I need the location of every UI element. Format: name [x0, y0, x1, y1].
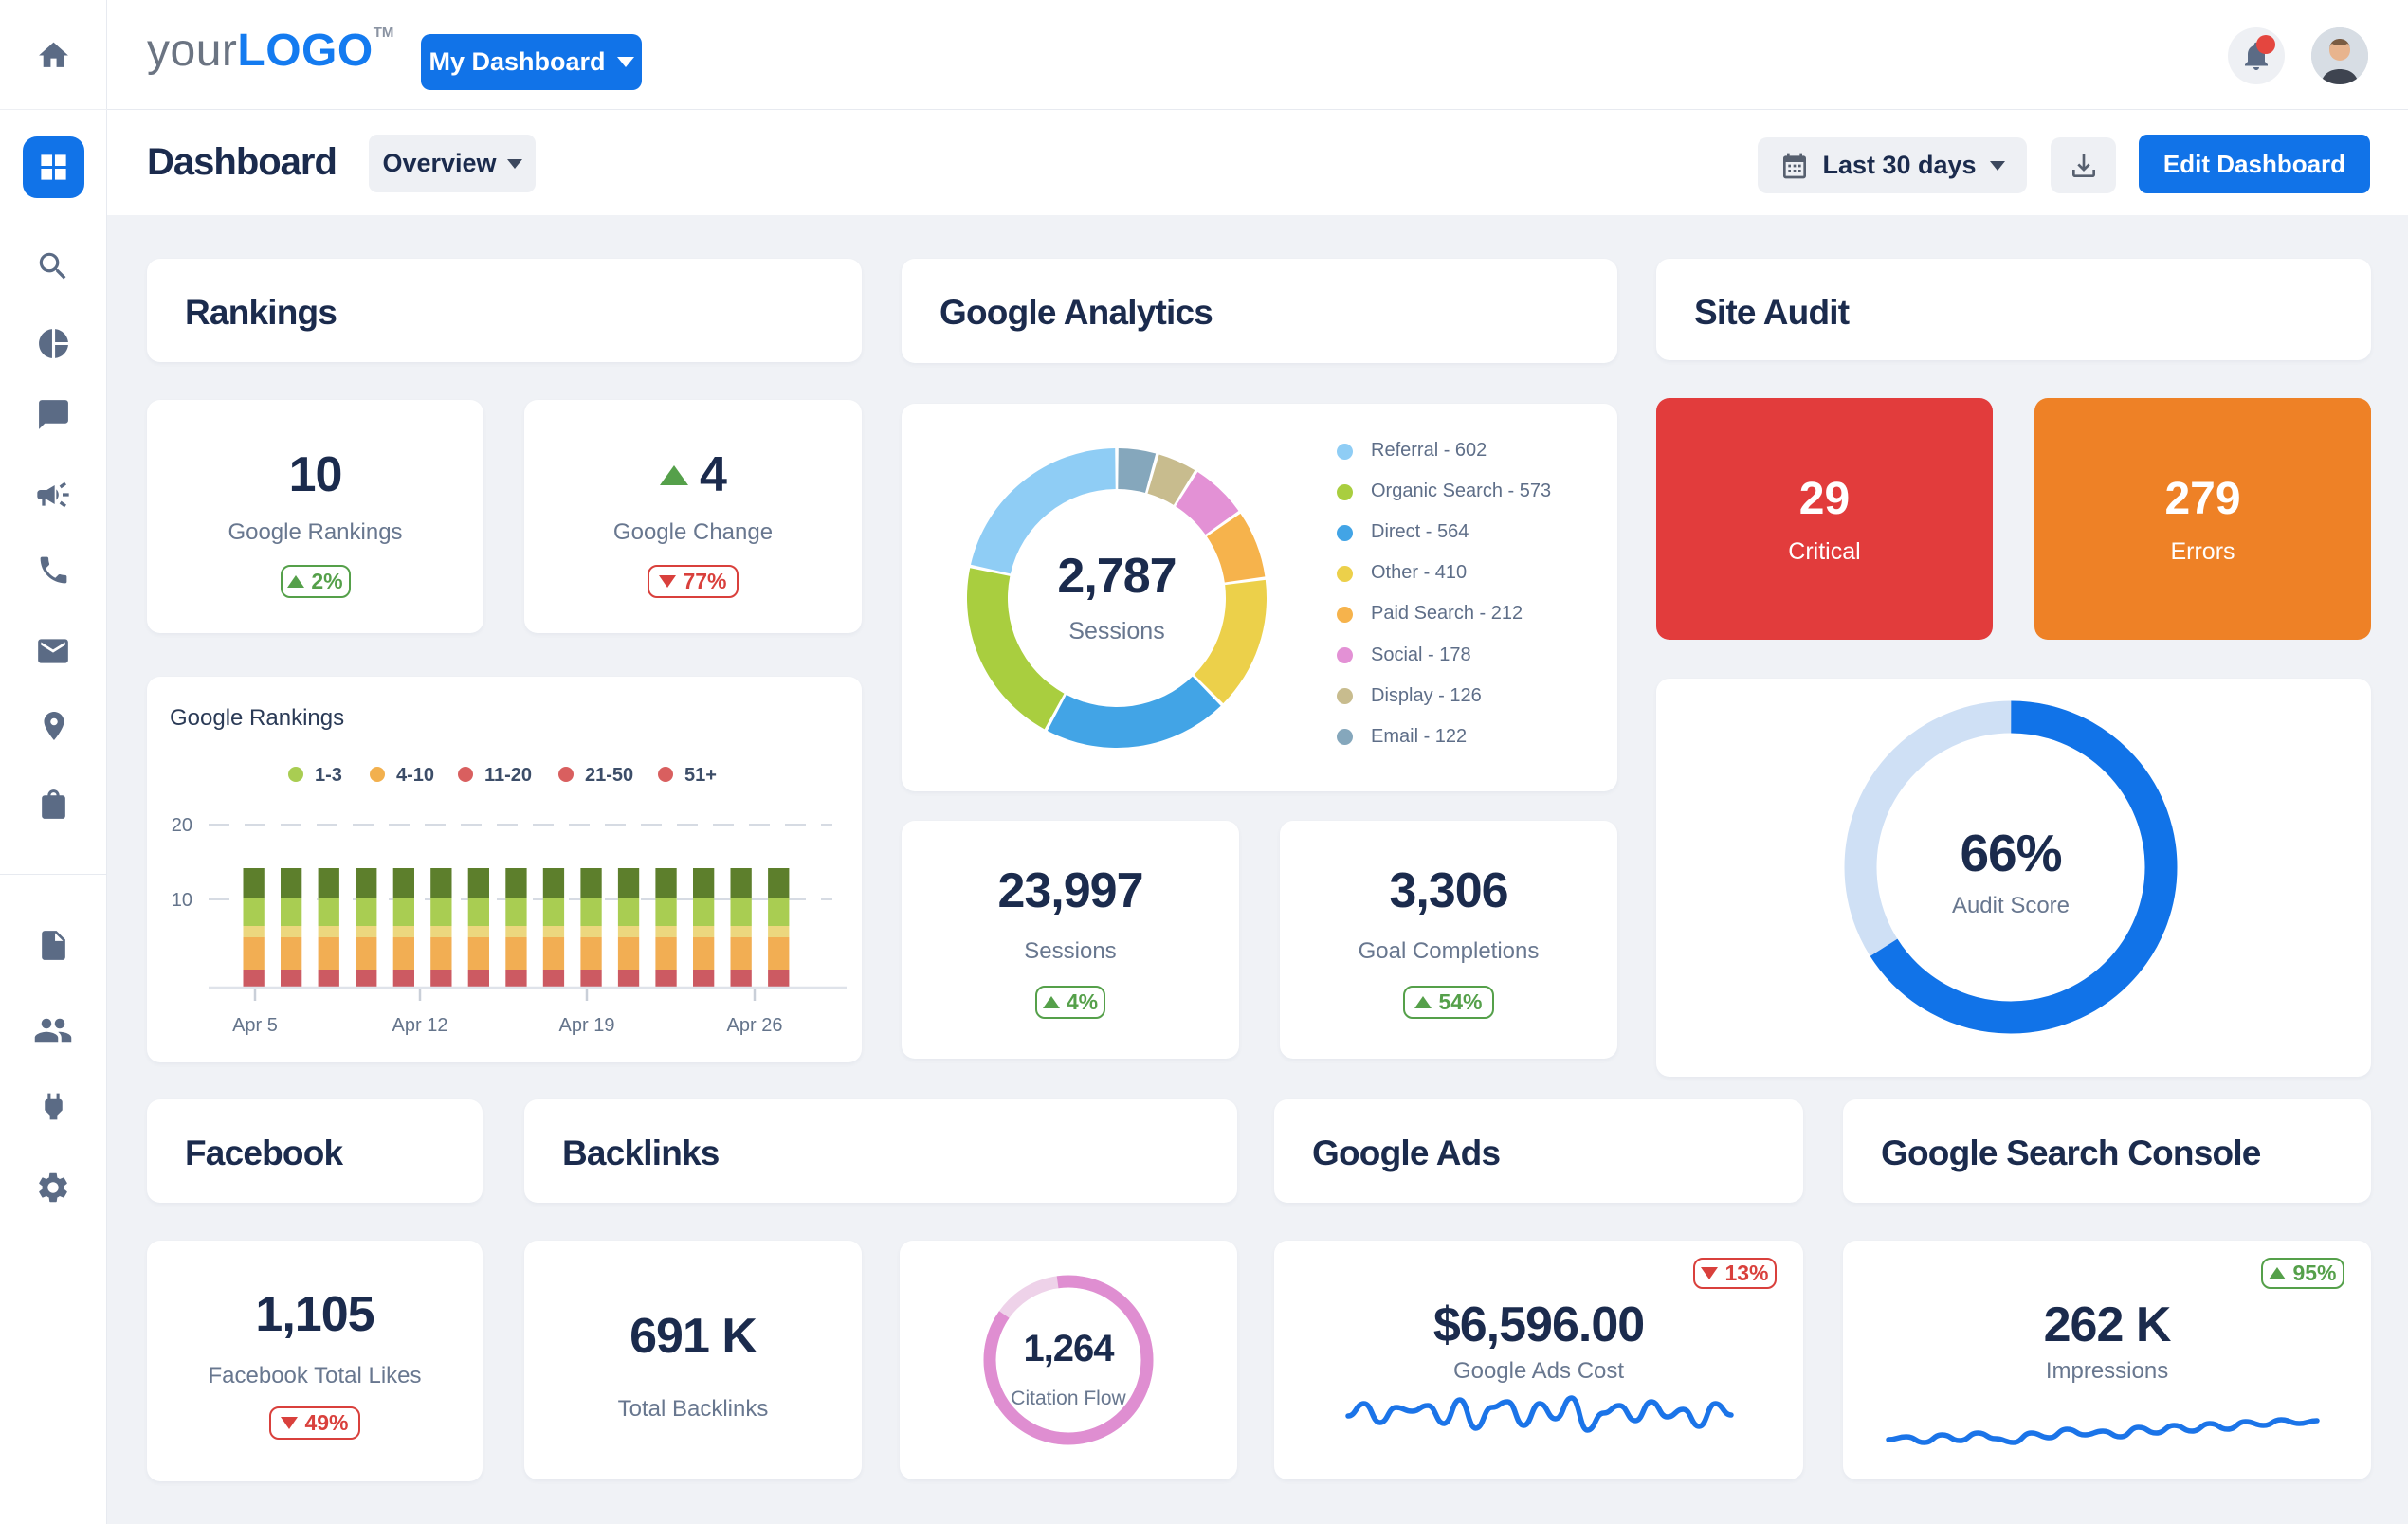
svg-text:10: 10 — [172, 890, 192, 911]
svg-text:Apr 5: Apr 5 — [232, 1015, 278, 1036]
svg-text:21-50: 21-50 — [585, 765, 633, 786]
svg-text:20: 20 — [172, 815, 192, 836]
svg-text:51+: 51+ — [684, 765, 717, 786]
svg-text:4-10: 4-10 — [396, 765, 434, 786]
svg-text:Apr 26: Apr 26 — [727, 1015, 783, 1036]
svg-text:Apr 12: Apr 12 — [392, 1015, 448, 1036]
svg-text:Apr 19: Apr 19 — [559, 1015, 615, 1036]
svg-text:1-3: 1-3 — [315, 765, 342, 786]
svg-text:11-20: 11-20 — [484, 765, 532, 786]
